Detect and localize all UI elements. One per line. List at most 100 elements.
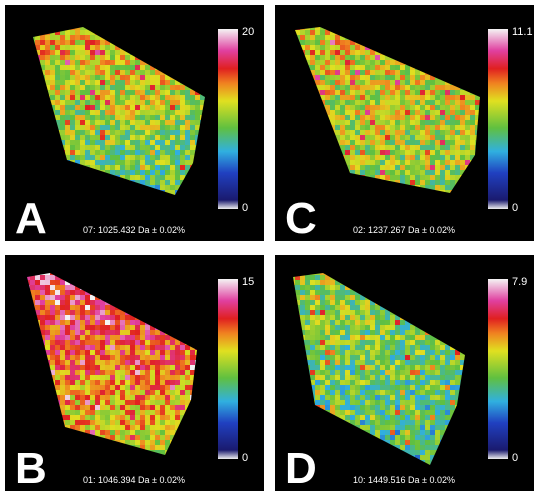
pixel <box>50 80 55 85</box>
pixel <box>185 145 190 150</box>
pixel <box>135 335 140 340</box>
pixel <box>125 150 130 155</box>
pixel <box>310 60 315 65</box>
pixel <box>150 400 155 405</box>
pixel <box>90 360 95 365</box>
pixel <box>165 425 170 430</box>
pixel <box>75 415 80 420</box>
pixel <box>345 145 350 150</box>
pixel <box>315 40 320 45</box>
pixel <box>120 320 125 325</box>
pixel <box>140 135 145 140</box>
pixel <box>425 90 430 95</box>
pixel <box>385 105 390 110</box>
pixel <box>165 85 170 90</box>
pixel <box>135 410 140 415</box>
pixel <box>325 50 330 55</box>
pixel <box>70 325 75 330</box>
pixel <box>155 165 160 170</box>
pixel <box>365 125 370 130</box>
pixel <box>155 120 160 125</box>
pixel <box>155 100 160 105</box>
pixel <box>375 165 380 170</box>
pixel <box>460 100 465 105</box>
pixel <box>390 130 395 135</box>
pixel <box>55 65 60 70</box>
pixel <box>60 80 65 85</box>
pixel <box>100 430 105 435</box>
pixel <box>325 300 330 305</box>
pixel <box>355 45 360 50</box>
pixel <box>90 415 95 420</box>
pixel <box>125 140 130 145</box>
pixel <box>380 170 385 175</box>
pixel <box>310 290 315 295</box>
pixel <box>60 370 65 375</box>
pixel <box>365 130 370 135</box>
pixel <box>320 285 325 290</box>
pixel <box>130 380 135 385</box>
pixel <box>440 100 445 105</box>
pixel <box>85 375 90 380</box>
pixel <box>70 370 75 375</box>
pixel <box>395 145 400 150</box>
pixel <box>125 395 130 400</box>
pixel <box>365 80 370 85</box>
pixel <box>395 155 400 160</box>
pixel <box>435 185 440 190</box>
pixel <box>100 160 105 165</box>
pixel <box>95 130 100 135</box>
pixel <box>350 50 355 55</box>
pixel <box>370 165 375 170</box>
pixel <box>60 285 65 290</box>
pixel <box>400 80 405 85</box>
pixel <box>115 330 120 335</box>
pixel <box>55 320 60 325</box>
pixel <box>110 105 115 110</box>
pixel <box>50 85 55 90</box>
pixel <box>345 150 350 155</box>
pixel <box>365 55 370 60</box>
pixel <box>395 170 400 175</box>
pixel <box>185 130 190 135</box>
pixel <box>140 350 145 355</box>
pixel <box>100 60 105 65</box>
pixel <box>75 390 80 395</box>
pixel <box>60 360 65 365</box>
pixel <box>320 85 325 90</box>
pixel <box>340 70 345 75</box>
pixel <box>135 155 140 160</box>
pixel <box>140 105 145 110</box>
pixel <box>85 380 90 385</box>
pixel <box>390 125 395 130</box>
pixel <box>160 375 165 380</box>
pixel <box>415 140 420 145</box>
pixel <box>170 85 175 90</box>
pixel <box>155 95 160 100</box>
pixel <box>130 105 135 110</box>
pixel <box>135 375 140 380</box>
pixel <box>115 150 120 155</box>
pixel <box>430 125 435 130</box>
pixel <box>470 95 475 100</box>
pixel <box>375 100 380 105</box>
pixel <box>115 355 120 360</box>
pixel <box>85 315 90 320</box>
pixel <box>75 105 80 110</box>
pixel <box>390 75 395 80</box>
caption: 02: 1237.267 Da ± 0.02% <box>353 225 455 235</box>
pixel <box>130 110 135 115</box>
pixel <box>460 160 465 165</box>
pixel <box>145 105 150 110</box>
pixel <box>115 125 120 130</box>
pixel <box>65 355 70 360</box>
pixel <box>430 145 435 150</box>
pixel <box>165 430 170 435</box>
pixel <box>470 105 475 110</box>
pixel <box>395 100 400 105</box>
pixel <box>415 85 420 90</box>
pixel <box>40 60 45 65</box>
pixel <box>110 115 115 120</box>
pixel <box>365 60 370 65</box>
pixel <box>75 155 80 160</box>
